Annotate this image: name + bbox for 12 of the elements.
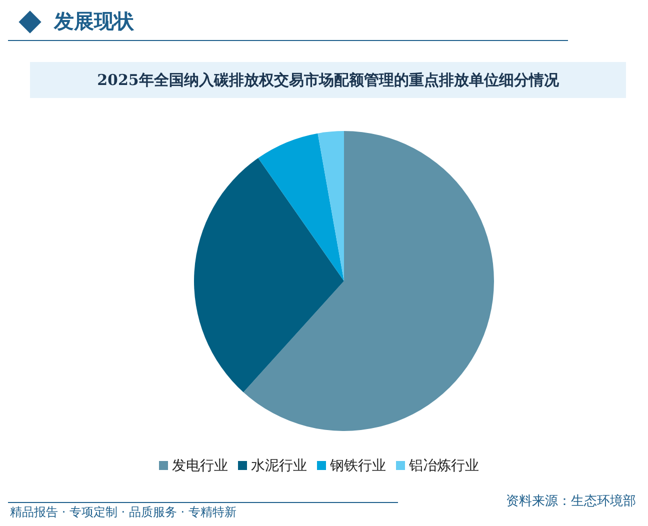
pie-slice (243, 131, 494, 431)
legend-label: 发电行业 (172, 458, 228, 474)
pie-slice (258, 133, 344, 281)
text: 发展现状 (54, 8, 134, 35)
legend-label: 水泥行业 (251, 458, 307, 474)
text: 精品报告 · 专项定制 · 品质服务 · 专精特新 (10, 504, 236, 520)
pie-slice (194, 158, 344, 392)
chart-title: 2025年全国纳入碳排放权交易市场配额管理的重点排放单位细分情况 (30, 62, 626, 98)
pie-slice (318, 131, 344, 281)
text: 资料来源：生态环境部 (506, 493, 636, 510)
legend-label: 铝冶炼行业 (409, 458, 479, 474)
legend-label: 钢铁行业 (330, 458, 386, 474)
